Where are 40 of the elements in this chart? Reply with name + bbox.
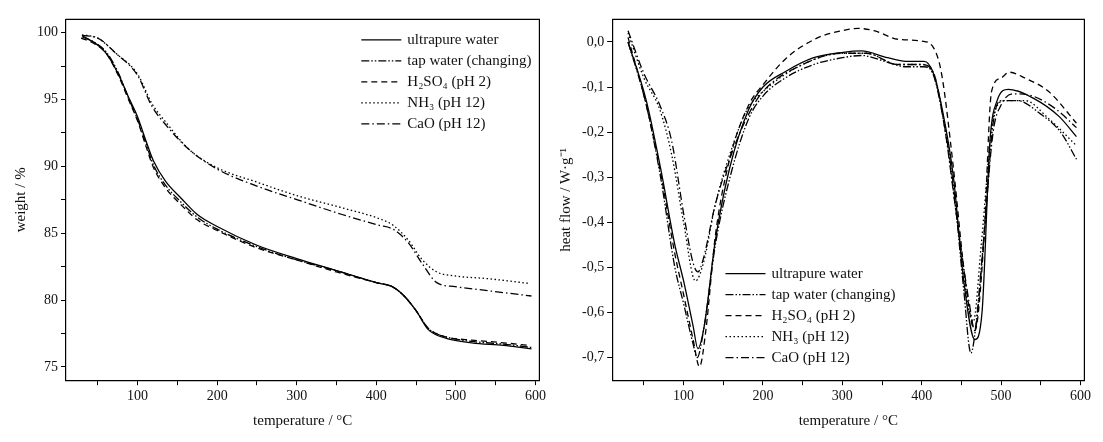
y-tick-label: -0,1 xyxy=(581,78,605,94)
x-tick-label: 200 xyxy=(752,388,774,404)
x-tick-label: 100 xyxy=(673,388,695,404)
legend-label: NH₃ (pH 12) xyxy=(771,327,850,345)
y-tick-label: 0,0 xyxy=(586,33,605,49)
y-axis-title: heat flow / W·g⁻¹ xyxy=(556,147,573,252)
y-tick-label: 75 xyxy=(44,358,58,374)
x-tick-label: 500 xyxy=(445,388,467,404)
x-axis-title: temperature / °C xyxy=(253,411,353,428)
x-axis-title: temperature / °C xyxy=(798,411,898,428)
x-tick-label: 500 xyxy=(990,388,1012,404)
y-tick-label: 85 xyxy=(44,224,58,240)
legend-label: ultrapure water xyxy=(771,264,863,281)
y-tick-label: -0,3 xyxy=(581,168,605,184)
legend-label: tap water (changing) xyxy=(771,285,896,303)
y-tick-label: -0,5 xyxy=(581,259,605,275)
legend-label: ultrapure water xyxy=(407,30,499,47)
y-tick-label: -0,2 xyxy=(581,123,605,139)
y-tick-label: 80 xyxy=(44,291,58,307)
x-tick-label: 200 xyxy=(206,388,228,404)
x-tick-label: 600 xyxy=(1069,388,1091,404)
legend-label: H₂SO₄ (pH 2) xyxy=(407,72,492,90)
x-tick-label: 400 xyxy=(365,388,387,404)
legend-label: H₂SO₄ (pH 2) xyxy=(771,306,856,324)
y-tick-label: 95 xyxy=(44,91,58,107)
y-tick-label: 100 xyxy=(37,24,58,40)
y-tick-label: -0,6 xyxy=(581,304,605,320)
legend-label: CaO (pH 12) xyxy=(771,348,850,366)
legend-label: tap water (changing) xyxy=(407,51,532,69)
y-tick-label: -0,4 xyxy=(581,214,605,230)
y-axis-title: weight / % xyxy=(11,167,28,233)
x-tick-label: 300 xyxy=(831,388,853,404)
y-tick-label: 90 xyxy=(44,158,58,174)
legend-label: NH₃ (pH 12) xyxy=(407,93,486,111)
x-tick-label: 100 xyxy=(127,388,149,404)
legend-label: CaO (pH 12) xyxy=(407,114,486,132)
x-tick-label: 400 xyxy=(911,388,933,404)
x-tick-label: 300 xyxy=(286,388,308,404)
x-tick-label: 600 xyxy=(524,388,546,404)
y-tick-label: -0,7 xyxy=(581,349,605,365)
